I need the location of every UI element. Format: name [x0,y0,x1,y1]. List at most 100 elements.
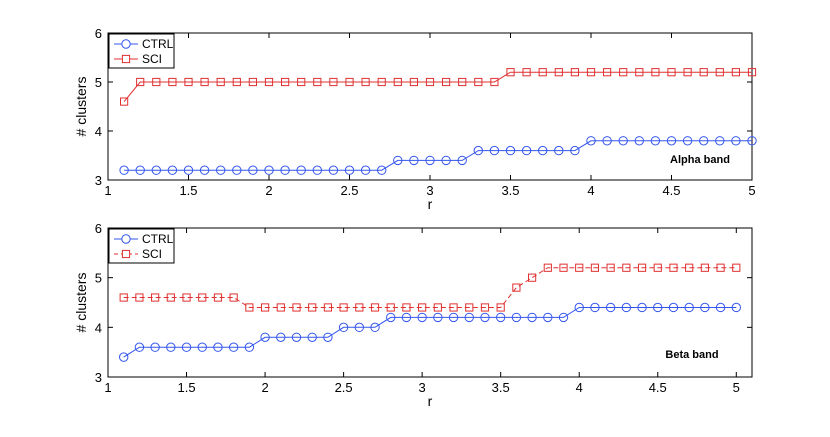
data-point [297,77,306,87]
data-point [505,145,516,156]
data-point [355,303,364,312]
data-point [166,293,175,302]
x-axis-label: r [428,393,433,409]
data-point [634,136,644,146]
data-point [538,68,547,77]
data-point [650,136,661,146]
data-point [276,303,285,312]
data-point [506,68,515,77]
data-point [606,263,615,272]
data-point [637,263,647,272]
data-point [489,145,500,156]
data-point [495,312,506,323]
x-tick-label: 2 [261,380,268,395]
data-point [260,332,270,342]
data-point [345,77,354,87]
data-point [747,136,757,146]
data-point [360,165,371,175]
data-point [136,77,145,87]
x-tick-label: 3.5 [501,183,519,198]
legend-marker [121,234,131,244]
series-line [124,140,752,171]
data-point [474,77,483,87]
data-point [511,312,522,323]
data-point [683,68,692,77]
data-point [292,303,301,312]
x-tick-label: 2.5 [340,183,358,198]
data-point [716,263,725,272]
legend-entry: SCI [114,52,162,66]
data-point [448,312,459,323]
data-point [590,302,600,313]
data-point [521,145,532,156]
legend-marker [121,249,131,259]
data-point [393,155,403,166]
data-point [377,77,386,87]
series-line [123,71,752,102]
legend-marker [121,39,131,49]
data-point [480,312,490,323]
data-point [119,352,129,362]
series-sci [120,68,757,106]
legend-box [108,228,175,264]
data-point [699,68,708,77]
data-point [361,77,370,87]
data-point [441,155,451,166]
band-annotation: Beta band [665,349,718,361]
data-point [512,283,521,292]
data-point [570,68,579,77]
legend-label: SCI [142,247,162,261]
data-point [200,77,209,87]
series-line [123,307,737,358]
data-point [575,263,584,272]
data-point [715,302,726,313]
data-point [559,263,568,272]
data-point [558,312,569,323]
x-tick-label: 4 [587,183,594,198]
data-point [570,145,580,156]
data-point [417,312,427,323]
data-point [621,302,632,313]
data-point [296,165,306,175]
series-ctrl [119,302,741,362]
data-point [732,263,741,272]
data-point [393,77,402,87]
data-point [538,145,548,156]
data-point [248,165,258,175]
data-point [386,312,396,323]
data-point [635,68,644,77]
y-tick-label: 6 [95,26,102,41]
data-point [183,165,194,175]
x-tick-label: 3.5 [492,380,510,395]
y-tick-label: 5 [95,75,102,90]
data-point [490,77,499,87]
series-ctrl [119,136,757,175]
data-point [669,263,678,272]
data-point [313,77,322,87]
data-point [605,302,616,313]
data-point [323,303,333,312]
data-point [685,263,694,272]
data-point [232,165,242,175]
data-point [135,293,144,302]
data-point [668,302,679,313]
data-point [543,263,552,272]
x-axis-label: r [428,196,433,212]
data-point [197,342,207,352]
legend-entry: CTRL [114,232,174,246]
data-point [184,77,193,87]
data-point [119,165,129,175]
data-point [213,342,223,352]
data-point [338,322,349,333]
x-tick-label: 4.5 [649,380,667,395]
data-point [653,263,662,272]
data-point [151,293,160,302]
data-point [586,136,596,146]
data-point [457,155,467,166]
data-point [700,263,709,272]
data-point [496,303,505,312]
y-axis-label: # clusters [73,273,89,333]
data-point [543,312,553,323]
x-tick-label: 3 [426,183,433,198]
data-point [731,302,741,313]
